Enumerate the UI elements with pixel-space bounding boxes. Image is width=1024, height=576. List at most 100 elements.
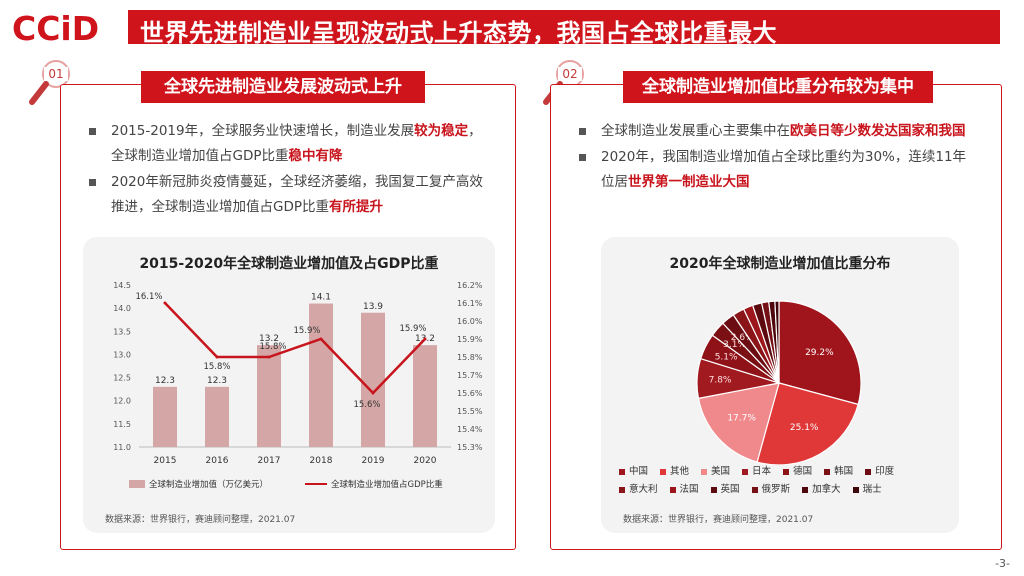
legend-swatch-bar (129, 480, 145, 488)
bar (257, 345, 281, 447)
bullet-item: 全球制造业发展重心主要集中在欧美日等少数发达国家和我国 (579, 119, 979, 144)
x-tick-label: 2016 (206, 456, 229, 466)
legend-swatch (669, 486, 676, 493)
legend-label: 俄罗斯 (761, 484, 791, 495)
logo-text: CCiD (12, 9, 99, 48)
legend-swatch (619, 468, 625, 475)
legend-item: 美国 (701, 463, 730, 477)
line-point (215, 355, 219, 359)
pie-chart: 29.2% 25.1% 17.7% 7.8% 5.1% 3.1%2.6% (696, 300, 862, 465)
source-note: 数据来源：世界银行，赛迪顾问整理，2021.07 (623, 515, 814, 525)
x-tick-label: 2017 (258, 456, 281, 466)
legend-label: 其他 (670, 466, 690, 477)
header-bar: 世界先进制造业呈现波动式上升态势，我国占全球比重最大 (128, 10, 1000, 47)
line-series (164, 302, 426, 395)
bar-data-label: 13.2 (259, 334, 279, 344)
highlight-text: 稳中有降 (288, 148, 343, 164)
y-left-tick-label: 12.5 (113, 374, 131, 383)
y-left-tick-label: 12.0 (113, 397, 131, 406)
x-tick-label: 2015 (154, 456, 177, 466)
bar (153, 386, 177, 447)
line-point (371, 391, 375, 395)
line-data-label: 15.8% (203, 362, 230, 372)
y-right-tick-label: 15.7% (457, 371, 483, 380)
legend-label: 日本 (752, 466, 772, 477)
panel-global-trend: 全球先进制造业发展波动式上升 2015-2019年，全球服务业快速增长，制造业发… (60, 71, 516, 550)
line-point (267, 355, 271, 359)
legend-swatch (865, 468, 872, 475)
legend-swatch (852, 486, 859, 493)
bullet-item: 2015-2019年，全球服务业快速增长，制造业发展较为稳定，全球制造业增加值占… (89, 119, 489, 169)
bullet-text: ，全球制造业增加值占GDP比重 (111, 123, 482, 164)
legend-item: 日本 (742, 463, 771, 477)
pie-data-label: 17.7% (727, 413, 756, 423)
y-right-tick-label: 16.2% (457, 281, 483, 290)
legend-swatch (619, 486, 625, 493)
bar (205, 386, 229, 447)
magnifier-icon (29, 60, 70, 105)
legend-item: 瑞士 (852, 481, 882, 495)
legend-swatch (783, 468, 790, 475)
bar-data-label: 12.3 (155, 376, 175, 386)
pie-data-label: 25.1% (790, 423, 819, 433)
legend-item: 中国 (619, 463, 648, 477)
pie-slice (697, 382, 780, 463)
bar (309, 303, 333, 447)
y-right-tick-label: 16.1% (457, 299, 483, 308)
highlight-text: 世界第一制造业大国 (628, 174, 750, 190)
panel-heading: 全球制造业增加值比重分布较为集中 (623, 71, 933, 103)
bullet-text: 2020年，我国制造业增加值占全球比重约为30%，连续11年位居 (601, 149, 967, 190)
legend-swatch (742, 468, 749, 475)
legend-swatch (824, 468, 831, 475)
combo-chart: 11.0 11.5 12.0 12.5 13.0 13.5 14.0 14.5 15.3% 15.… (113, 281, 483, 490)
badge-number: 02 (558, 67, 582, 81)
bar-data-label: 13.9 (363, 302, 383, 312)
y-left-tick-label: 14.0 (113, 304, 131, 313)
y-right-tick-label: 15.5% (457, 407, 483, 416)
highlight-text: 有所提升 (329, 199, 383, 215)
legend-item: 英国 (710, 481, 740, 495)
x-tick-label: 2019 (362, 456, 385, 466)
pie-data-label: 29.2% (805, 348, 834, 358)
legend-label: 韩国 (834, 466, 854, 477)
legend-item: 法国 (669, 481, 699, 495)
x-tick-label: 2020 (414, 456, 437, 466)
line-data-label: 15.9% (399, 324, 426, 334)
bullet-text: 全球制造业发展重心主要集中在 (601, 123, 790, 139)
badge-number: 01 (44, 67, 68, 81)
badge-02: 02 (536, 58, 596, 118)
pie-data-label: 5.1% (715, 353, 738, 363)
legend-item: 加拿大 (802, 481, 841, 495)
line-data-label: 15.8% (259, 342, 286, 352)
chart-title: 2015-2020年全球制造业增加值及占GDP比重 (139, 256, 439, 272)
line-data-label: 15.6% (353, 400, 380, 410)
legend-label: 瑞士 (862, 484, 882, 495)
legend-label: 法国 (679, 484, 699, 495)
y-left-tick-label: 14.5 (113, 281, 131, 290)
legend-label: 英国 (720, 484, 740, 495)
line-data-label: 16.1% (135, 292, 162, 302)
x-tick-label: 2018 (310, 456, 333, 466)
highlight-text: 较为稳定 (414, 123, 469, 139)
bullet-item: 2020年新冠肺炎疫情蔓延，全球经济萎缩，我国复工复产高效推进，全球制造业增加值… (89, 170, 489, 220)
line-point (423, 337, 427, 341)
legend-swatch (660, 468, 667, 475)
legend-label: 全球制造业增加值占GDP比重 (331, 479, 443, 490)
y-right-tick-label: 16.0% (457, 317, 483, 326)
legend-label: 意大利 (629, 484, 658, 495)
pie-data-label: 2.6% (731, 333, 754, 343)
legend-item: 德国 (783, 463, 812, 477)
ccid-logo: CCiD (12, 9, 99, 48)
pie-legend: 中国 其他 美国 日本 德国 韩国 印度意大利 法国 英国 俄罗斯 加拿大 瑞士 (619, 463, 949, 499)
y-right-tick-label: 15.6% (457, 389, 483, 398)
bullet-item: 2020年，我国制造业增加值占全球比重约为30%，连续11年位居世界第一制造业大… (579, 145, 979, 195)
y-right-tick-label: 15.3% (457, 443, 483, 452)
legend-swatch (710, 486, 717, 493)
panel-share-distribution: 全球制造业增加值比重分布较为集中 全球制造业发展重心主要集中在欧美日等少数发达国… (550, 71, 1002, 550)
page-number: -3- (995, 557, 1010, 570)
y-left-tick-label: 13.0 (113, 350, 131, 359)
legend-item: 韩国 (824, 463, 853, 477)
bullet-text: 2015-2019年，全球服务业快速增长，制造业发展 (111, 123, 415, 139)
legend-label: 中国 (629, 466, 649, 477)
bullet-text: 2020年新冠肺炎疫情蔓延，全球经济萎缩，我国复工复产高效推进，全球制造业增加值… (111, 174, 483, 215)
